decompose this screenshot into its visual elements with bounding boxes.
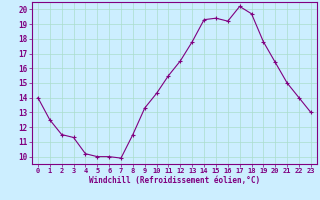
X-axis label: Windchill (Refroidissement éolien,°C): Windchill (Refroidissement éolien,°C) — [89, 176, 260, 185]
